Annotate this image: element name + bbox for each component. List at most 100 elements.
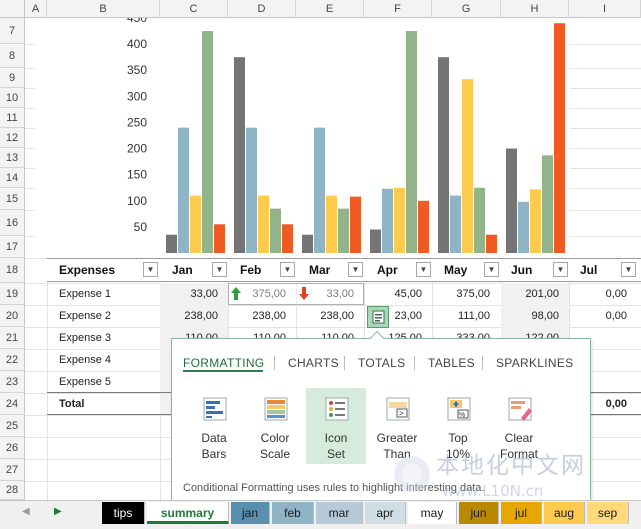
sheet-tab-may[interactable]: may [408, 502, 457, 524]
cell-value[interactable]: 23,00 [394, 310, 422, 322]
sheet-tab-aug[interactable]: aug [544, 502, 585, 524]
column-header-a[interactable]: A [25, 0, 47, 18]
column-header-g[interactable]: G [432, 0, 501, 18]
column-header-i[interactable]: I [569, 0, 641, 18]
cell-value[interactable]: 98,00 [531, 310, 559, 322]
bar-may-s2[interactable] [450, 195, 461, 253]
sheet-tab-tips[interactable]: tips [102, 502, 145, 524]
bar-jun-s5[interactable] [554, 23, 565, 253]
filter-dropdown-icon[interactable]: ▼ [416, 262, 431, 277]
bar-jun-s4[interactable] [542, 155, 553, 253]
row-header-7[interactable]: 7 [0, 18, 25, 44]
bar-may-s1[interactable] [438, 57, 449, 253]
bar-may-s5[interactable] [486, 234, 497, 253]
bar-apr-s1[interactable] [370, 229, 381, 254]
cell-value[interactable]: 375,00 [252, 288, 286, 300]
select-all-corner[interactable] [0, 0, 25, 18]
row-header-19[interactable]: 19 [0, 283, 25, 305]
bar-mar-s4[interactable] [338, 208, 349, 253]
bar-feb-s2[interactable] [246, 127, 257, 253]
bar-apr-s2[interactable] [382, 188, 393, 253]
row-header-15[interactable]: 15 [0, 188, 25, 210]
qa-option-greater-than[interactable]: > Greater Than [367, 388, 427, 464]
bar-feb-s3[interactable] [258, 195, 269, 253]
column-header-d[interactable]: D [228, 0, 296, 18]
next-sheet-arrow-icon[interactable]: ▶ [54, 506, 62, 517]
row-header-27[interactable]: 27 [0, 459, 25, 481]
qa-option-top-10[interactable]: % Top 10% [428, 388, 488, 464]
bar-feb-s4[interactable] [270, 208, 281, 253]
cell-value[interactable]: 238,00 [184, 310, 218, 322]
column-header-c[interactable]: C [160, 0, 228, 18]
bar-apr-s4[interactable] [406, 31, 417, 253]
sheet-tab-apr[interactable]: apr [365, 502, 406, 524]
bar-jan-s2[interactable] [178, 127, 189, 253]
column-header-e[interactable]: E [296, 0, 364, 18]
bar-jan-s4[interactable] [202, 31, 213, 253]
filter-dropdown-icon[interactable]: ▼ [143, 262, 158, 277]
cell-value[interactable]: 33,00 [190, 288, 218, 300]
row-header-21[interactable]: 21 [0, 327, 25, 349]
cell-value[interactable]: 238,00 [252, 310, 286, 322]
qa-option-clear-format[interactable]: Clear Format [489, 388, 549, 464]
cell-value[interactable]: 111,00 [457, 310, 490, 322]
sheet-tab-summary[interactable]: summary [147, 502, 229, 524]
bar-jan-s1[interactable] [166, 234, 177, 253]
bar-jun-s1[interactable] [506, 148, 517, 253]
column-header-h[interactable]: H [501, 0, 569, 18]
bar-may-s3[interactable] [462, 79, 473, 253]
filter-dropdown-icon[interactable]: ▼ [553, 262, 568, 277]
row-header-13[interactable]: 13 [0, 148, 25, 168]
bar-jan-s5[interactable] [214, 224, 225, 253]
sheet-tab-mar[interactable]: mar [316, 502, 363, 524]
row-header-12[interactable]: 12 [0, 128, 25, 148]
row-header-22[interactable]: 22 [0, 349, 25, 371]
bar-jan-s3[interactable] [190, 195, 201, 253]
cell-value[interactable]: 45,00 [394, 288, 422, 300]
prev-sheet-arrow-icon[interactable]: ◀ [22, 506, 30, 517]
qa-option-icon-set[interactable]: Icon Set [306, 388, 366, 464]
row-header-24[interactable]: 24 [0, 393, 25, 415]
row-header-18[interactable]: 18 [0, 258, 25, 283]
column-header-f[interactable]: F [364, 0, 432, 18]
bar-mar-s5[interactable] [350, 196, 361, 253]
sheet-tab-sep[interactable]: sep [587, 502, 629, 524]
bar-jun-s2[interactable] [518, 201, 529, 253]
sheet-tab-jul[interactable]: jul [501, 502, 542, 524]
qa-tab-tables[interactable]: TABLES [428, 356, 475, 370]
quick-analysis-button[interactable] [367, 306, 389, 328]
qa-tab-sparklines[interactable]: SPARKLINES [496, 356, 574, 370]
cell-value[interactable]: 375,00 [456, 288, 490, 300]
bar-jun-s3[interactable] [530, 189, 541, 253]
row-header-17[interactable]: 17 [0, 236, 25, 258]
filter-dropdown-icon[interactable]: ▼ [280, 262, 295, 277]
bar-mar-s3[interactable] [326, 195, 337, 253]
row-header-28[interactable]: 28 [0, 481, 25, 500]
bar-mar-s2[interactable] [314, 127, 325, 253]
filter-dropdown-icon[interactable]: ▼ [621, 262, 636, 277]
cell-value[interactable]: 201,00 [525, 288, 559, 300]
cell-value[interactable]: 0,00 [605, 398, 627, 410]
row-header-26[interactable]: 26 [0, 437, 25, 459]
bar-feb-s5[interactable] [282, 224, 293, 253]
filter-dropdown-icon[interactable]: ▼ [348, 262, 363, 277]
row-header-8[interactable]: 8 [0, 44, 25, 68]
bar-mar-s1[interactable] [302, 234, 313, 253]
filter-dropdown-icon[interactable]: ▼ [212, 262, 227, 277]
row-header-11[interactable]: 11 [0, 108, 25, 128]
bar-apr-s3[interactable] [394, 187, 405, 253]
cell-value[interactable]: 0,00 [605, 288, 627, 300]
expenses-bar-chart[interactable]: 450 400 350 300 250 200 150 100 50 [25, 18, 641, 258]
row-header-16[interactable]: 16 [0, 210, 25, 236]
sheet-tab-jun[interactable]: jun [459, 502, 499, 524]
column-header-b[interactable]: B [47, 0, 160, 18]
cell-value[interactable]: 33,00 [326, 288, 354, 300]
bar-may-s4[interactable] [474, 187, 485, 253]
row-header-23[interactable]: 23 [0, 371, 25, 393]
cell-value[interactable]: 238,00 [320, 310, 354, 322]
qa-tab-charts[interactable]: CHARTS [288, 356, 339, 370]
sheet-tab-feb[interactable]: feb [272, 502, 314, 524]
row-header-14[interactable]: 14 [0, 168, 25, 188]
bar-apr-s5[interactable] [418, 200, 429, 253]
qa-option-data-bars[interactable]: Data Bars [184, 388, 244, 464]
